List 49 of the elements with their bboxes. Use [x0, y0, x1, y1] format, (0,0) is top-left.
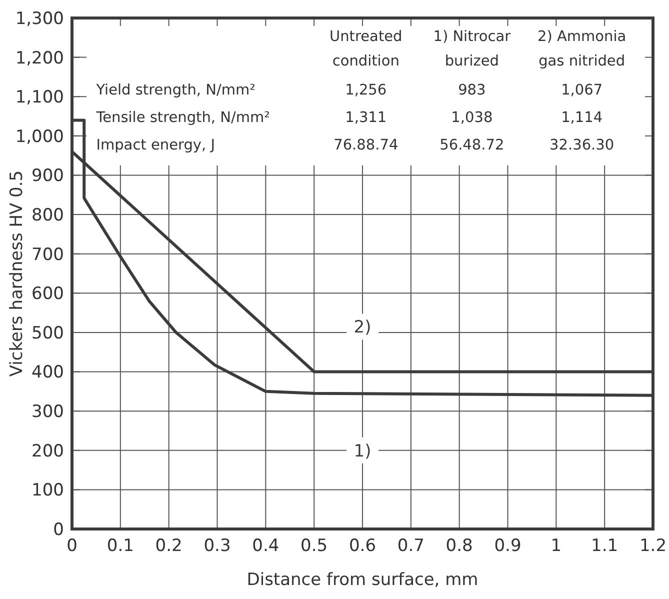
annotation: 1,067 — [561, 82, 603, 99]
x-tick-label: 1.1 — [591, 536, 618, 556]
annotation: 2) Ammonia — [538, 28, 626, 45]
text: 2) — [354, 318, 372, 338]
y-tick-label: 700 — [32, 244, 64, 265]
x-tick-label: 0.7 — [397, 536, 424, 556]
y-tick-label: 600 — [32, 284, 64, 304]
annotation: Untreated — [330, 28, 402, 45]
y-tick-label: 800 — [32, 205, 64, 226]
x-tick-label: 0.1 — [106, 536, 134, 556]
y-tick-label: 1,200 — [15, 48, 64, 68]
y-tick-label: 300 — [32, 402, 64, 422]
annotation: 1,256 — [345, 82, 387, 99]
annotation: Tensile strength, N/mm² — [95, 110, 270, 126]
y-tick-label: 0 — [53, 520, 64, 540]
annotation: 1,311 — [345, 110, 387, 126]
x-axis-title: Distance from surface, mm — [246, 570, 478, 590]
annotation: Yield strength, N/mm² — [95, 82, 256, 99]
y-tick-label: 500 — [32, 323, 64, 344]
annotation: 76.88.74 — [334, 138, 398, 154]
x-tick-label: 0 — [66, 536, 78, 556]
x-tick-label: 0.6 — [348, 536, 376, 556]
annotation: gas nitrided — [538, 54, 626, 70]
y-tick-label: 1,100 — [15, 88, 64, 108]
y-tick-label: 200 — [32, 441, 64, 462]
y-tick-label: 1,000 — [15, 126, 64, 147]
x-tick-label: 0.8 — [446, 536, 473, 556]
x-tick-label: 0.3 — [204, 536, 231, 556]
annotation: 1,038 — [451, 110, 493, 126]
y-axis-title: Vickers hardness HV 0.5 — [6, 170, 27, 377]
annotation: condition — [332, 54, 400, 70]
annotation: 56.48.72 — [440, 138, 504, 154]
x-tick-label: 0.9 — [494, 536, 522, 556]
y-tick-label: 100 — [32, 480, 64, 501]
x-tick-label: 1 — [550, 536, 562, 556]
y-tick-label: 400 — [32, 362, 64, 383]
annotation: 1) Nitrocar — [433, 28, 511, 45]
annotation: 32.36.30 — [550, 138, 614, 154]
x-tick-label: 0.5 — [300, 536, 328, 556]
annotation: 983 — [458, 82, 486, 99]
annotation: Impact energy, J — [96, 138, 215, 154]
x-tick-label: 1.2 — [639, 536, 667, 556]
annotation: 1,114 — [561, 110, 603, 126]
x-tick-label: 0.2 — [155, 536, 182, 556]
x-tick-label: 0.4 — [252, 536, 280, 556]
text: 1) — [354, 441, 372, 462]
y-tick-label: 900 — [32, 166, 64, 186]
annotation: burized — [444, 54, 499, 70]
y-tick-label: 1,300 — [15, 8, 64, 29]
